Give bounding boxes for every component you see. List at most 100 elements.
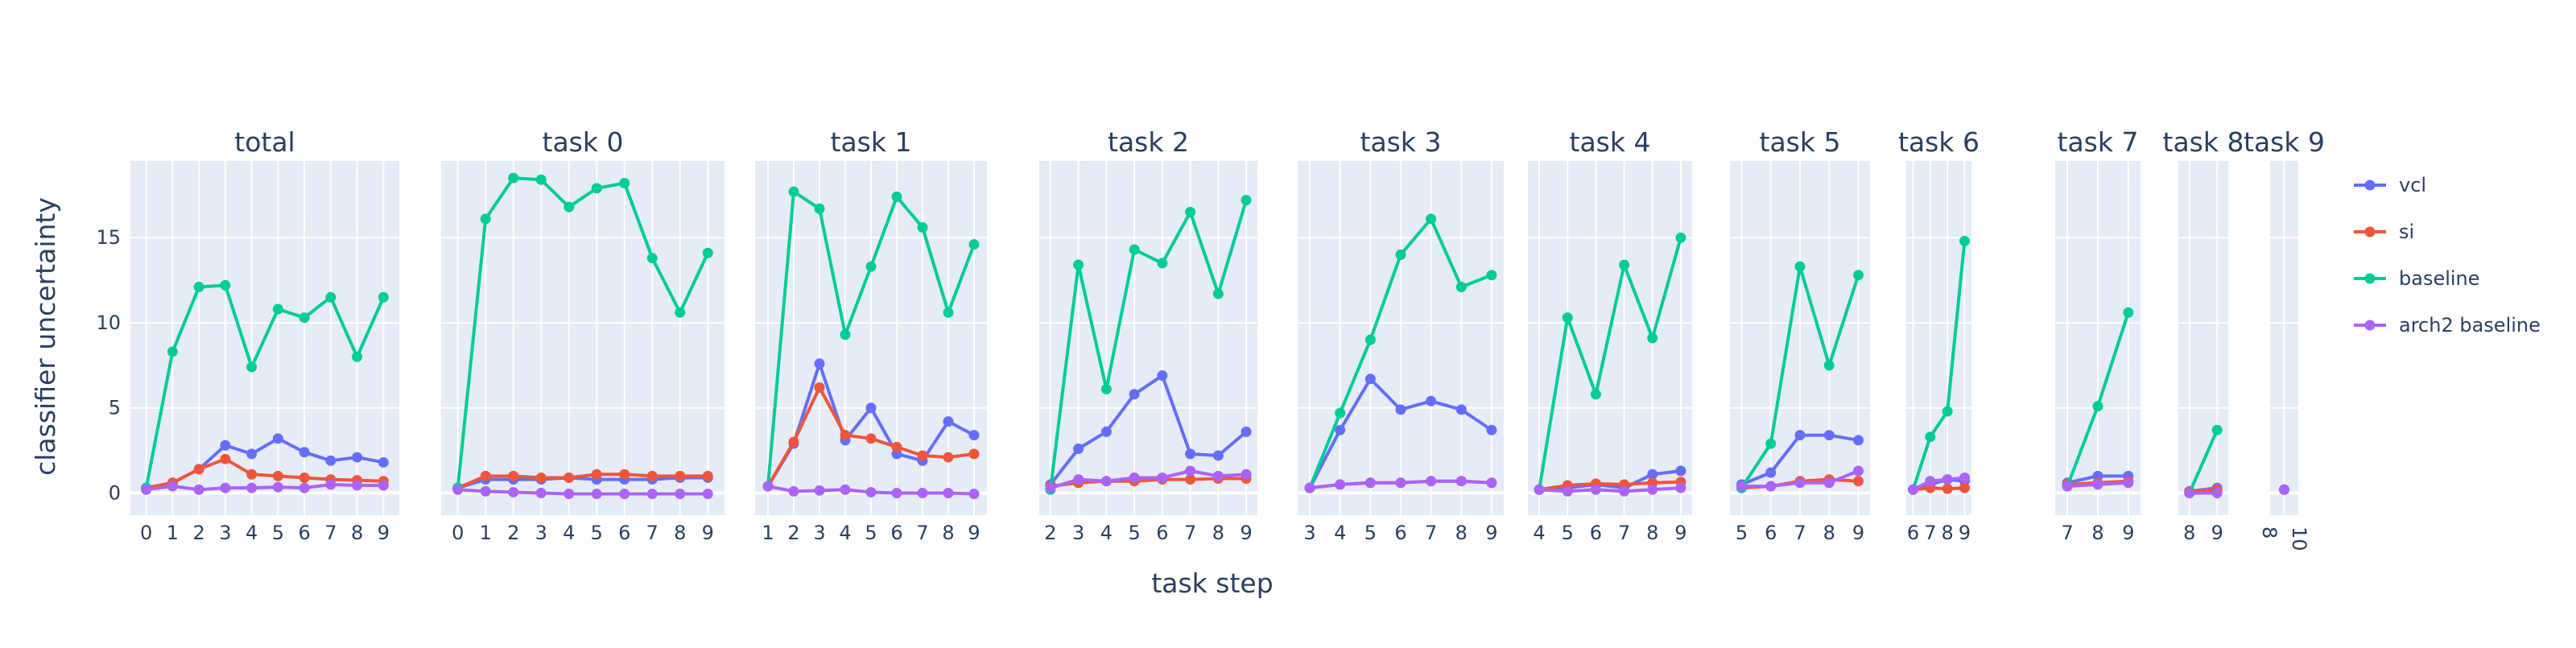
x-tick-label: 0 <box>452 522 464 544</box>
data-point <box>1925 476 1936 487</box>
x-tick-label: 9 <box>2211 522 2223 544</box>
data-point <box>535 488 547 498</box>
data-point <box>480 213 491 225</box>
data-point <box>1335 407 1346 419</box>
data-point <box>2184 488 2195 498</box>
data-point <box>246 468 258 480</box>
x-tick-label: 8 <box>1212 522 1224 544</box>
x-tick-label: 3 <box>813 522 825 544</box>
y-tick-label: 0 <box>109 482 121 505</box>
panel-title: task 9 <box>2244 126 2325 158</box>
x-tick-label: 8 <box>2183 522 2195 544</box>
x-tick-label: 7 <box>916 522 928 544</box>
data-point <box>1942 483 1953 494</box>
data-point <box>2092 401 2103 412</box>
x-tick-label: 5 <box>1128 522 1140 544</box>
panel-task-8: task 8 8 9 <box>2163 126 2244 544</box>
panel-title: task 1 <box>831 126 912 158</box>
legend-item[interactable]: si <box>2354 221 2414 243</box>
data-point <box>1794 430 1806 441</box>
data-point <box>246 482 258 493</box>
data-point <box>840 329 851 341</box>
panel-background <box>1906 161 1971 515</box>
series-line <box>1912 476 1965 492</box>
data-point <box>1364 477 1376 489</box>
x-tick-label: 6 <box>618 522 630 544</box>
legend-item[interactable]: baseline <box>2354 267 2480 290</box>
series-arch2-baseline <box>762 481 980 500</box>
data-point <box>1185 206 1196 217</box>
x-tick-label: 9 <box>702 522 714 544</box>
series-line <box>457 476 708 490</box>
panel-title: task 4 <box>1570 126 1651 158</box>
data-point <box>865 402 877 414</box>
x-tick-label: 6 <box>1394 522 1406 544</box>
x-tick-label: 1 <box>762 522 774 544</box>
data-point <box>891 488 902 498</box>
data-point <box>1157 258 1168 269</box>
data-point <box>917 488 928 498</box>
legend-label: si <box>2399 221 2414 243</box>
data-point <box>762 481 774 492</box>
series-arch2-baseline <box>1304 476 1497 493</box>
data-point <box>1335 479 1346 490</box>
data-point <box>814 358 825 369</box>
panel-title: task 5 <box>1760 126 1841 158</box>
data-point <box>1908 484 1919 495</box>
panel-task-1: task 1 1 2 3 4 5 6 7 8 9 <box>755 126 987 544</box>
y-tick-label: 15 <box>96 226 121 249</box>
x-tick-label: 7 <box>646 522 658 544</box>
legend-item[interactable]: vcl <box>2354 174 2426 196</box>
data-point <box>2211 488 2223 498</box>
data-point <box>1959 235 1970 246</box>
legend-marker <box>2364 180 2376 191</box>
series-arch2-baseline <box>2184 488 2223 498</box>
x-tick-label: 7 <box>1794 522 1806 544</box>
x-tick-label: 8 <box>2091 522 2103 544</box>
legend-marker <box>2364 273 2376 284</box>
data-point <box>1619 259 1630 270</box>
data-point <box>564 201 575 213</box>
data-point <box>378 291 389 303</box>
data-point <box>1853 435 1864 446</box>
data-point <box>1647 468 1658 480</box>
legend-item[interactable]: arch2 baseline <box>2354 314 2541 336</box>
data-point <box>299 482 310 493</box>
data-point <box>814 203 825 214</box>
x-tick-label: 6 <box>1590 522 1602 544</box>
data-point <box>675 307 686 318</box>
data-point <box>272 481 283 493</box>
data-point <box>1455 476 1467 487</box>
series-line <box>456 473 708 489</box>
y-axis-title: classifier uncertainty <box>30 197 61 476</box>
data-point <box>352 480 363 491</box>
data-point <box>968 430 980 441</box>
data-point <box>1959 482 1970 493</box>
x-tick-label: 5 <box>1562 522 1574 544</box>
x-tick-label: 4 <box>563 522 575 544</box>
panel-task-9: task 9 8 10 <box>2244 126 2325 551</box>
data-point <box>1364 374 1376 385</box>
data-point <box>299 312 310 324</box>
series-line <box>1911 241 1967 490</box>
x-tick-label: 7 <box>1425 522 1437 544</box>
panel-title: task 8 <box>2163 126 2244 158</box>
x-tick-label: 7 <box>1618 522 1630 544</box>
x-tick-label: 8 <box>1646 522 1658 544</box>
panel-task-6: task 6 6 7 8 9 <box>1898 126 1979 544</box>
data-point <box>1212 288 1224 299</box>
panel-task-3: task 3 3 4 5 6 7 8 9 <box>1298 126 1504 544</box>
data-point <box>1925 431 1936 443</box>
x-tick-label: 9 <box>1674 522 1686 544</box>
series-arch2-baseline <box>1534 482 1686 497</box>
x-tick-label: 8 <box>351 522 363 544</box>
data-point <box>917 222 928 233</box>
panel-title: task 0 <box>543 126 624 158</box>
data-point <box>891 441 902 452</box>
data-point <box>220 482 231 493</box>
series-si <box>762 382 980 492</box>
data-point <box>480 470 491 481</box>
x-tick-label: 9 <box>1959 522 1971 544</box>
data-point <box>535 174 547 185</box>
